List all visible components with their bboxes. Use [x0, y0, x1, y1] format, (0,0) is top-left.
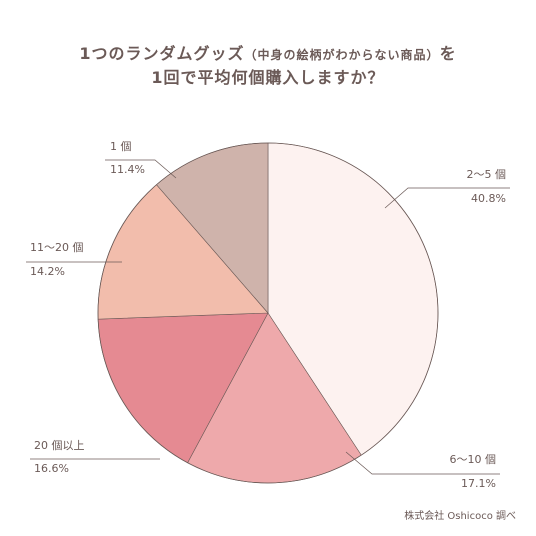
source-note: 株式会社 Oshicoco 調べ	[404, 511, 516, 522]
slice-percent: 17.1%	[461, 477, 496, 490]
slice-label: 11〜20 個	[30, 241, 84, 254]
leader-line	[105, 159, 177, 179]
title-end: を	[439, 44, 457, 63]
slice-label: 20 個以上	[34, 439, 85, 452]
slice-percent: 40.8%	[471, 192, 506, 205]
pie-outline	[97, 142, 439, 484]
chart-title-line1: 1つのランダムグッズ（中身の絵柄がわからない商品）を	[0, 40, 536, 64]
chart-title-line2: 1回で平均何個購入しますか？	[151, 68, 385, 87]
slice-percent: 11.4%	[110, 163, 145, 176]
slice-percent: 14.2%	[30, 265, 65, 278]
leader-line	[384, 187, 510, 209]
slice-label: 2〜5 個	[467, 168, 507, 181]
title-paren: （中身の絵柄がわからない商品）	[244, 48, 440, 62]
slice-percent: 16.6%	[34, 462, 69, 475]
leader-line	[345, 451, 500, 475]
slice-label: 1 個	[110, 140, 132, 153]
title-main: 1つのランダムグッズ	[79, 44, 245, 63]
slice-label: 6〜10 個	[450, 453, 497, 466]
